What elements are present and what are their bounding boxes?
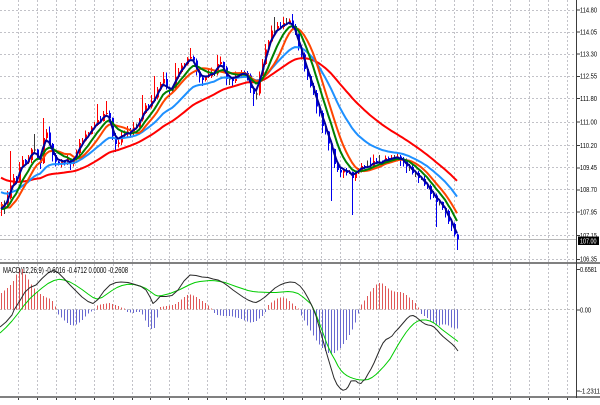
svg-text:114.80: 114.80 (580, 5, 597, 14)
svg-text:114.05: 114.05 (580, 27, 597, 36)
svg-text:MACD(12,26,9) -0.6016 -0.4712: MACD(12,26,9) -0.6016 -0.4712 0.0000 -0.… (3, 266, 128, 275)
svg-text:108.70: 108.70 (580, 185, 597, 194)
svg-text:-1.2311: -1.2311 (580, 386, 600, 395)
svg-text:111.00: 111.00 (580, 117, 597, 126)
svg-text:110.20: 110.20 (580, 141, 597, 150)
svg-text:106.35: 106.35 (580, 255, 597, 264)
svg-text:107.15: 107.15 (580, 231, 597, 240)
svg-text:112.55: 112.55 (580, 72, 597, 81)
svg-text:113.30: 113.30 (580, 50, 597, 59)
svg-text:111.80: 111.80 (580, 94, 597, 103)
svg-text:0.00: 0.00 (580, 306, 591, 315)
svg-text:107.95: 107.95 (580, 207, 597, 216)
svg-text:107.00: 107.00 (580, 236, 597, 245)
svg-text:0.6581: 0.6581 (580, 265, 597, 274)
svg-text:109.45: 109.45 (580, 163, 597, 172)
